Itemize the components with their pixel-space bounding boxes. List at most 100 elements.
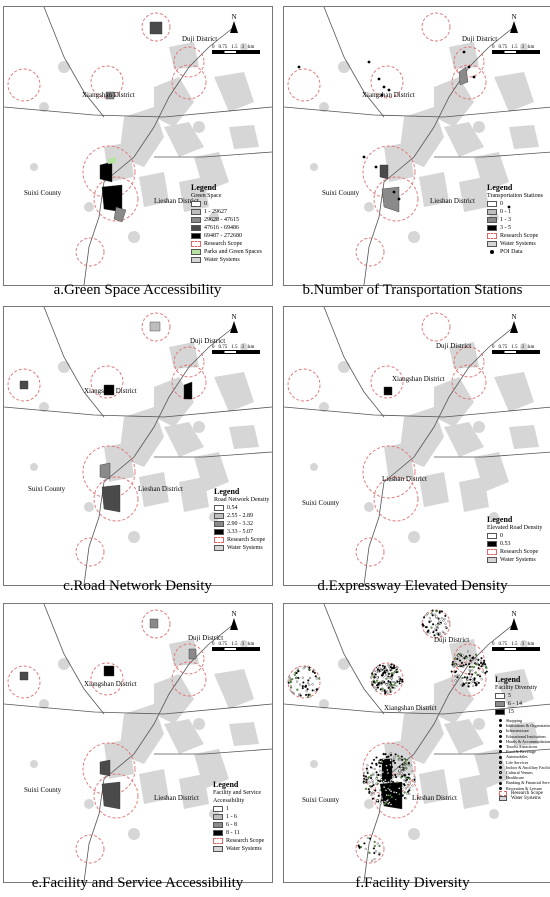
scale-tick: 0.75 — [498, 642, 508, 647]
poi-point — [440, 617, 443, 620]
poi-point — [390, 677, 393, 680]
research-scope-circle — [75, 834, 105, 864]
north-arrow-shape — [510, 321, 518, 333]
scale-tick: 3 — [241, 45, 245, 50]
district-block — [183, 381, 193, 400]
district-block — [19, 380, 29, 390]
poi-point — [376, 686, 380, 689]
poi-point — [435, 629, 438, 632]
poi-point — [371, 683, 374, 686]
poi-point — [480, 678, 483, 681]
district-block — [19, 671, 29, 681]
scale-line — [492, 50, 540, 54]
legend-swatch — [213, 830, 223, 836]
poi-category-label: Institutions & Organizations — [506, 723, 550, 729]
scale-line — [212, 647, 260, 651]
poi-category-label: Life Services — [506, 759, 529, 765]
water-system — [509, 425, 539, 449]
poi-point — [369, 785, 372, 788]
research-scope-circle — [362, 445, 416, 499]
legend-item: 47616 - 69486 — [191, 224, 262, 232]
poi-point — [428, 631, 431, 634]
legend-item: 69487 - 272680 — [191, 232, 262, 240]
poi-point — [467, 650, 470, 653]
legend-item: 0 — [191, 200, 262, 208]
poi-category: Educational Institutions — [497, 734, 550, 739]
research-scope-circle — [287, 68, 321, 102]
poi-point — [306, 688, 309, 691]
poi-point — [373, 851, 376, 855]
legend-item: Water Systems — [214, 544, 269, 552]
road — [323, 7, 385, 118]
water-system — [520, 43, 528, 51]
poi-point — [413, 780, 416, 783]
poi-point — [364, 847, 367, 850]
poi-category: Tourist Attractions — [497, 744, 550, 749]
legend-item: POI Data — [487, 248, 543, 256]
legend-label: Research Scope — [500, 233, 539, 239]
poi-point — [371, 791, 374, 794]
poi-point — [485, 670, 488, 673]
poi-point — [462, 664, 465, 667]
poi-point — [297, 694, 301, 697]
legend-label: Research Scope — [204, 241, 243, 247]
poi-category-label: Infrastructure — [506, 728, 529, 734]
scale-bar: 0 0.75 1.5 3 km — [212, 345, 260, 354]
research-scope-circle — [7, 368, 41, 402]
legend-item: 0 — [487, 532, 542, 540]
poi-point — [457, 664, 460, 667]
legend-item: 0 - 1 — [487, 208, 543, 216]
poi-point — [399, 681, 402, 684]
poi-point — [425, 626, 428, 629]
panel-caption: e.Facility and Service Accessibility — [31, 875, 244, 891]
water-system — [444, 422, 484, 457]
road — [434, 451, 550, 458]
scale-bar: 0 0.75 1.5 3 km — [492, 345, 540, 354]
water-system — [169, 639, 199, 666]
poi-point — [387, 665, 391, 668]
scale-tick: 1.5 — [231, 345, 238, 350]
scale-line — [212, 350, 260, 354]
poi-point — [438, 632, 442, 635]
legend-label: 6 - 8 — [226, 822, 237, 828]
poi-point — [403, 778, 406, 782]
poi-point — [405, 776, 408, 780]
research-scope-circle — [451, 364, 487, 400]
scale-unit: km — [248, 45, 255, 50]
poi-point — [483, 659, 486, 662]
poi-point — [307, 665, 310, 668]
scale-tick: 0.75 — [218, 45, 228, 50]
legend-label: Research Scope — [511, 790, 543, 796]
district-block — [149, 321, 161, 332]
poi-point — [384, 667, 388, 670]
poi-point — [468, 672, 471, 676]
poi-point — [378, 853, 381, 856]
poi-point — [454, 657, 457, 660]
poi-point — [370, 774, 373, 777]
poi-point — [394, 670, 397, 673]
district-label-duji: Duji District — [434, 636, 470, 644]
poi-point — [366, 836, 369, 839]
research-scope-circle — [370, 65, 404, 99]
district-block — [103, 384, 115, 396]
water-system — [319, 699, 329, 709]
poi-point — [363, 842, 366, 845]
legend-swatch — [487, 557, 497, 563]
map-panel: N 0 0.75 1.5 3 km Duji District Xiangshan Distr… — [283, 6, 550, 286]
road — [43, 604, 105, 715]
poi-category: Healthcare — [497, 775, 550, 780]
poi-point — [468, 662, 471, 666]
poi-point — [292, 691, 295, 695]
poi-point — [367, 60, 371, 64]
legend: Legend Facility Diversity 5 6 - 14 15 — [495, 676, 537, 716]
poi-point — [382, 85, 386, 89]
poi-point — [376, 666, 379, 669]
poi-point — [308, 668, 311, 671]
poi-point — [413, 776, 417, 779]
poi-point — [459, 653, 462, 656]
poi-category: Institutions & Organizations — [497, 723, 550, 728]
water-system — [169, 42, 199, 69]
poi-point — [395, 776, 398, 779]
scale-bar: 0 0.75 1.5 3 km — [492, 642, 540, 651]
poi-point — [367, 788, 370, 791]
